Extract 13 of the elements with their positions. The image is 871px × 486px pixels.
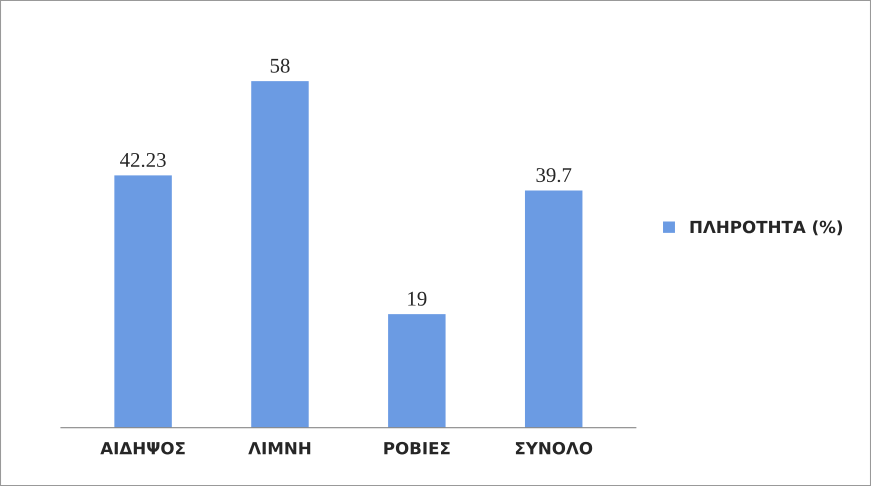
x-tick-label: ΛΙΜΝΗ xyxy=(248,442,310,454)
legend-label: ΠΛΗΡΟΤΗΤΑ (%) xyxy=(690,220,842,236)
data-label: 19 xyxy=(408,292,426,306)
data-label: 39.7 xyxy=(536,168,572,182)
bar xyxy=(388,314,446,428)
data-label: 58 xyxy=(270,58,290,73)
bar xyxy=(114,175,172,428)
x-tick-label: ΡΟΒΙΕΣ xyxy=(384,442,450,454)
bar xyxy=(524,190,582,428)
x-tick-label: ΑΙΔΗΨΟΣ xyxy=(100,442,185,454)
data-label: 42.23 xyxy=(120,152,166,168)
bar xyxy=(251,81,309,428)
x-tick-label: ΣΥΝΟΛΟ xyxy=(516,442,592,454)
